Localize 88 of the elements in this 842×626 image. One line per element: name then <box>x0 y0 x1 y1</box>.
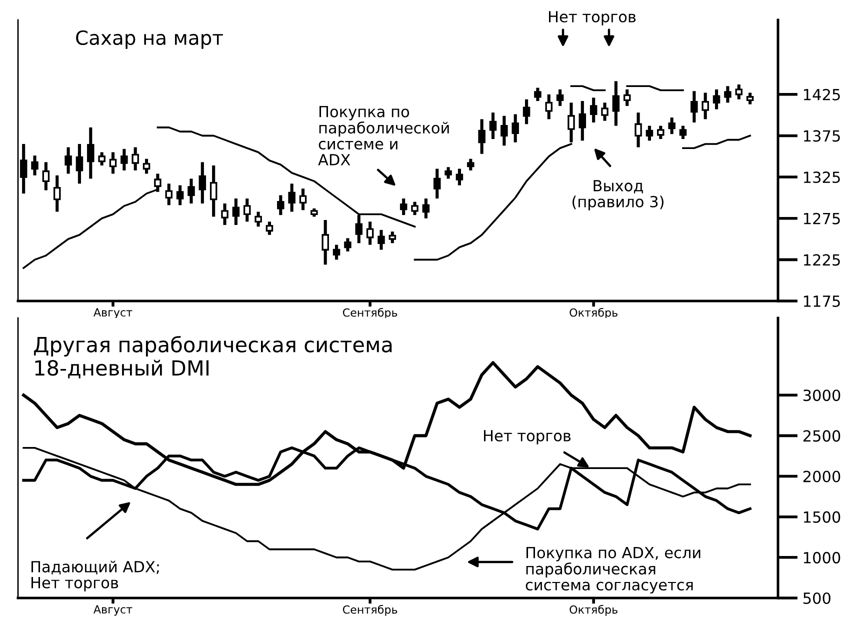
candlestick <box>400 198 408 216</box>
candlestick <box>64 147 72 174</box>
candlestick <box>188 178 195 204</box>
y-tick-label: 1325 <box>804 171 840 184</box>
candlestick <box>132 147 139 170</box>
candlestick <box>467 158 474 170</box>
candlestick <box>109 152 117 174</box>
candlestick <box>522 99 530 124</box>
y-tick-label: 2000 <box>803 470 840 482</box>
annotation: Падающий ADX; Нет торгов <box>32 560 159 592</box>
candlestick <box>210 165 218 217</box>
candlestick <box>623 89 631 106</box>
x-tick-label: Август <box>94 605 132 616</box>
candlestick <box>590 98 598 122</box>
candlestick <box>456 168 464 186</box>
candlestick <box>634 112 642 148</box>
y-tick-label: 2500 <box>803 430 840 442</box>
annotation: Нет торгов <box>484 430 571 444</box>
candlestick <box>735 84 743 100</box>
candlestick <box>243 198 251 222</box>
candlestick <box>646 126 654 141</box>
candlestick <box>221 203 228 225</box>
text: Сахар на март <box>76 30 223 49</box>
candlestick <box>578 100 586 141</box>
candlestick <box>198 162 206 204</box>
y-tick-label: 1500 <box>804 511 840 523</box>
candlestick <box>42 162 50 190</box>
annotation: Нет торгов <box>549 11 636 26</box>
x-tick-label: Сентябрь <box>342 308 398 319</box>
text: Другая параболическая система 18-дневный DMI <box>34 336 392 378</box>
y-tick-label: 3000 <box>803 390 840 402</box>
candlestick <box>690 91 698 122</box>
candlestick <box>500 116 508 146</box>
annotation: Покупка по параболической системе и ADX <box>318 106 449 166</box>
candlestick <box>288 184 296 212</box>
y-tick-label: 1175 <box>804 296 840 308</box>
y-tick-label: 1275 <box>804 212 840 224</box>
x-tick-label: Сентябрь <box>342 604 398 616</box>
candlestick <box>98 152 106 166</box>
candlestick <box>444 167 452 179</box>
candlestick <box>657 126 664 140</box>
y-tick-label: 1375 <box>804 130 840 142</box>
candlestick <box>534 88 542 101</box>
candlestick <box>433 168 441 199</box>
candlestick <box>545 94 553 120</box>
candlestick <box>120 148 128 170</box>
candlestick <box>299 188 307 210</box>
annotation: Выход (правило 3) <box>572 180 664 210</box>
candlestick <box>679 126 687 140</box>
candlestick <box>332 244 340 260</box>
candlestick <box>232 198 240 225</box>
candlestick <box>154 174 162 192</box>
candlestick <box>478 119 486 154</box>
candlestick <box>746 92 754 104</box>
candlestick <box>142 158 150 174</box>
candlestick <box>344 238 352 252</box>
candlestick <box>668 118 676 134</box>
y-tick-label: 1225 <box>804 254 840 266</box>
candlestick <box>366 222 374 245</box>
candlestick <box>712 89 720 110</box>
y-tick-label: 1000 <box>804 552 840 564</box>
candlestick <box>422 198 430 218</box>
candlestick <box>277 195 284 216</box>
candlestick <box>165 184 173 206</box>
candlestick <box>176 185 184 206</box>
candlestick <box>87 127 94 179</box>
candlestick <box>512 114 519 142</box>
x-tick-label: Август <box>94 308 132 319</box>
candlestick <box>322 220 329 265</box>
candlestick <box>556 89 564 106</box>
x-tick-label: Октябрь <box>570 308 618 319</box>
candlestick <box>411 202 418 216</box>
candlestick <box>254 212 262 227</box>
candlestick <box>31 156 38 176</box>
candlestick <box>601 102 608 121</box>
candlestick <box>489 112 497 140</box>
y-tick-label: 1425 <box>804 88 840 100</box>
candlestick <box>724 86 732 103</box>
candlestick <box>266 222 274 235</box>
candlestick <box>378 230 385 250</box>
candlestick <box>702 92 709 120</box>
candlestick <box>53 175 61 212</box>
annotation: Покупка по ADX, если параболическая система согласуется <box>526 546 700 594</box>
candlestick <box>612 81 620 126</box>
y-tick-label: 500 <box>803 592 830 604</box>
candlestick <box>76 144 84 184</box>
candlestick <box>388 232 396 244</box>
x-tick-label: Октябрь <box>570 604 618 616</box>
